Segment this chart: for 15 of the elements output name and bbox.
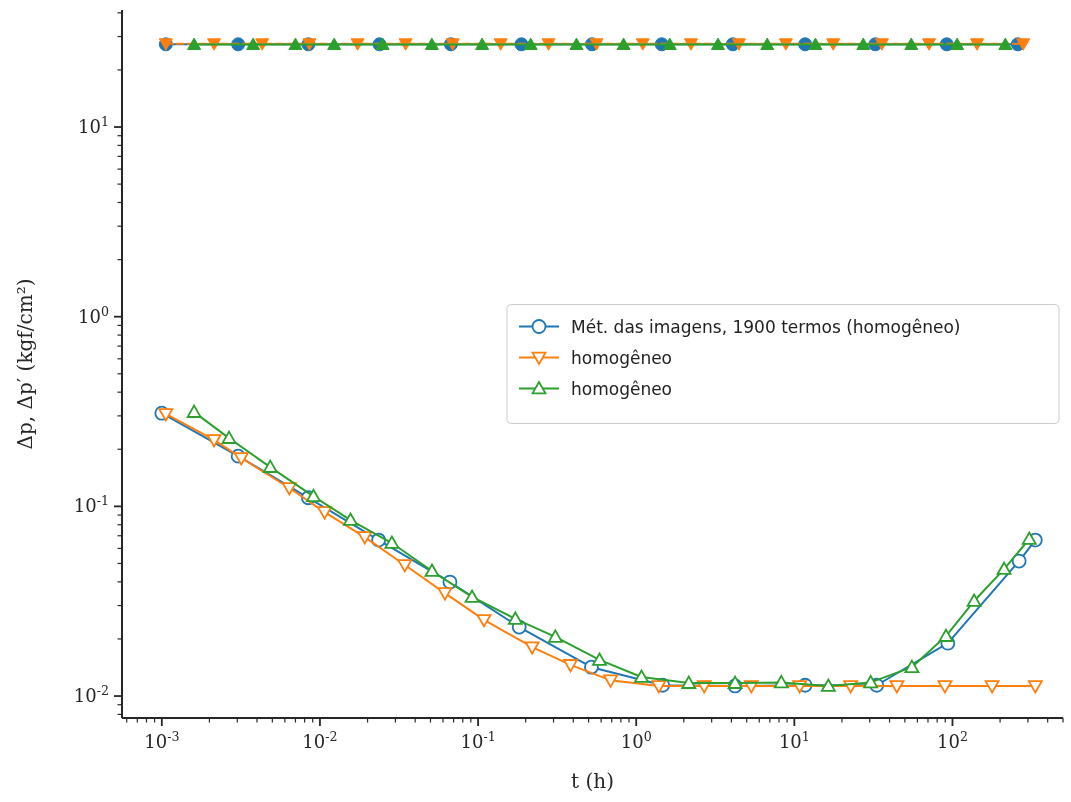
y-tick-label: 10$^{0}$: [78, 303, 109, 327]
y-tick-label: 10$^{1}$: [78, 113, 109, 138]
x-tick-label: 10$^{-2}$: [302, 728, 338, 752]
legend-label: Mét. das imagens, 1900 termos (homogêneo): [571, 316, 961, 337]
x-tick-label: 10$^{1}$: [778, 728, 810, 752]
x-tick-label: 10$^{0}$: [620, 728, 652, 752]
x-tick-label: 10$^{-3}$: [144, 728, 180, 752]
y-axis-title: Δp, Δp′ (kgf/cm²): [13, 278, 37, 450]
legend-label: homogêneo: [571, 378, 673, 399]
x-tick-label: 10$^{-1}$: [460, 728, 496, 752]
x-tick-label: 10$^{2}$: [937, 728, 968, 752]
legend-label: homogêneo: [571, 347, 673, 368]
y-tick-label: 10$^{-2}$: [73, 682, 109, 707]
x-axis-title: t (h): [571, 769, 614, 793]
y-tick-label: 10$^{-1}$: [73, 492, 109, 517]
